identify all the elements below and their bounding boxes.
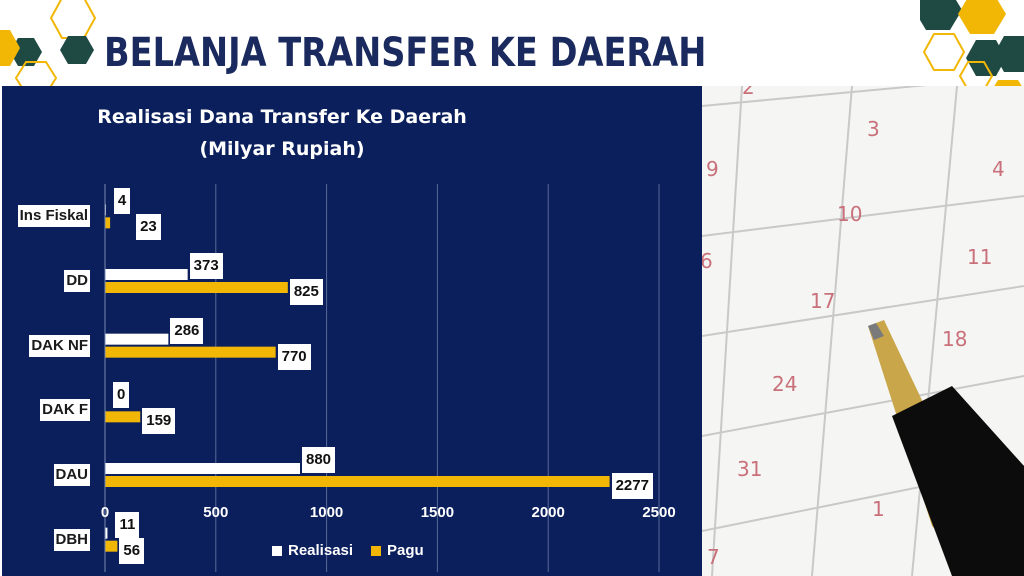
x-tick-label: 0 [100,504,110,521]
category-label: DBH [53,528,90,551]
category-label: DAK F [40,399,90,422]
legend-item-pagu: Pagu [371,542,424,559]
data-label-pagu: 770 [277,343,311,370]
x-tick-label: 2500 [642,504,676,521]
legend-swatch-pagu [371,545,382,556]
svg-text:18: 18 [942,327,967,351]
svg-text:1: 1 [872,497,885,521]
calendar-illustration: 2 3 9 4 10 11 6 17 18 24 31 1 7 [702,86,1024,576]
bar-realisasi [105,333,169,345]
data-label-realisasi: 4 [113,188,131,215]
hexagon-decoration-left-small [60,36,94,64]
bar-pagu [105,476,610,487]
legend-label-realisasi: Realisasi [288,542,354,559]
chart-subtitle: (Milyar Rupiah) [199,138,365,160]
data-label-pagu: 2277 [611,473,653,499]
svg-text:11: 11 [967,245,992,269]
svg-text:10: 10 [837,202,862,226]
svg-text:31: 31 [737,457,762,481]
bar-pagu [105,282,288,293]
data-label-pagu: 56 [119,537,145,564]
bar-pagu [105,411,141,423]
x-tick-label: 1000 [309,504,344,521]
category-label: Ins Fiskal [17,205,90,228]
data-label-pagu: 159 [142,408,176,435]
data-label-realisasi: 880 [302,447,336,473]
category-label: DAK NF [29,334,90,357]
data-label-pagu: 825 [289,279,323,305]
bar-realisasi [105,527,108,539]
x-tick-label: 1500 [420,504,455,521]
category-label: DD [64,270,90,292]
svg-text:2: 2 [742,86,755,99]
bar-realisasi [105,269,188,280]
data-label-realisasi: 0 [113,382,130,409]
svg-text:6: 6 [702,249,713,273]
x-tick-label: 2000 [531,504,565,521]
legend-item-realisasi: Realisasi [272,542,353,559]
svg-text:4: 4 [992,157,1005,181]
legend-swatch-realisasi [272,545,282,556]
slide-title: BELANJA TRANSFER KE DAERAH [104,30,707,76]
data-label-realisasi: 373 [189,253,223,279]
svg-text:7: 7 [707,545,720,569]
svg-text:17: 17 [810,289,835,313]
x-tick-label: 500 [203,504,229,521]
chart-panel: Realisasi Dana Transfer Ke Daerah (Milya… [2,86,702,576]
calendar-pen-image: 2 3 9 4 10 11 6 17 18 24 31 1 7 [702,86,1024,576]
chart-legend: Realisasi Pagu [272,542,424,559]
bar-pagu [105,217,111,229]
legend-label-pagu: Pagu [387,542,424,559]
svg-text:24: 24 [772,372,797,396]
data-label-realisasi: 286 [170,317,204,344]
bar-realisasi [105,463,301,474]
svg-text:3: 3 [867,117,880,141]
bar-pagu [105,346,276,358]
svg-text:9: 9 [706,157,719,181]
bar-chart [104,184,660,572]
chart-title: Realisasi Dana Transfer Ke Daerah [97,106,467,128]
data-label-pagu: 23 [136,214,161,241]
data-label-realisasi: 11 [115,511,140,538]
bar-pagu [105,540,118,552]
category-label: DAU [53,464,90,486]
